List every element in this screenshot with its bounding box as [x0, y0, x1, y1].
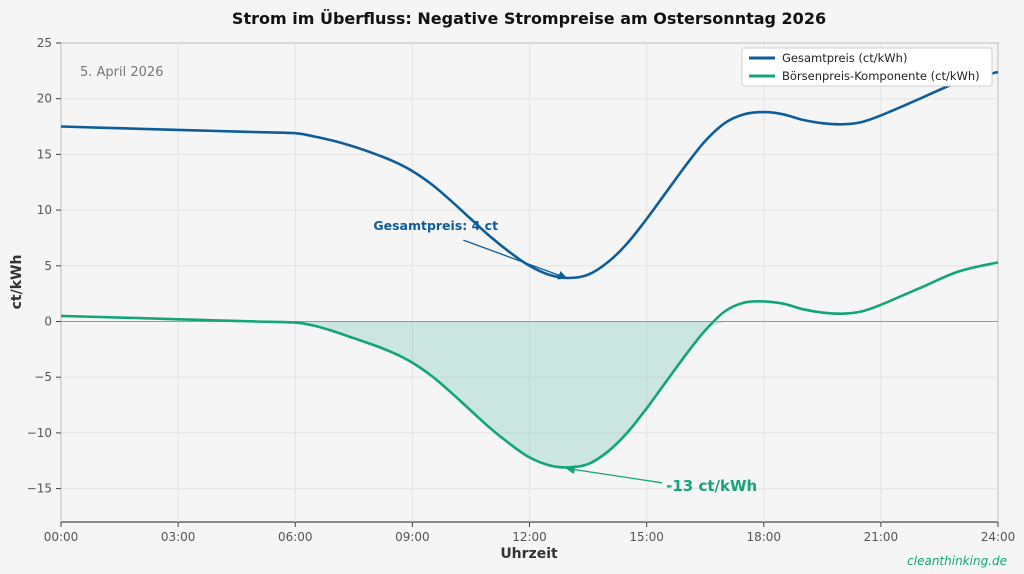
- y-tick-label: −10: [27, 426, 52, 440]
- y-tick-label: 15: [37, 147, 52, 161]
- x-tick-label: 15:00: [629, 530, 664, 544]
- watermark-text: cleanthinking.de: [907, 554, 1007, 568]
- x-tick-label: 09:00: [395, 530, 430, 544]
- x-axis-title: Uhrzeit: [500, 546, 558, 562]
- x-tick-label: 18:00: [746, 530, 781, 544]
- annotation-label: -13 ct/kWh: [666, 477, 757, 495]
- x-axis: 00:00 03:00 06:00 09:00 12:00 15:00 18:00 21:00…: [44, 522, 1016, 544]
- annotations: Gesamtpreis: 4 ct -13 ct/kWh: [373, 218, 757, 495]
- negative-price-area: [256, 321, 725, 468]
- x-tick-label: 06:00: [278, 530, 313, 544]
- x-tick-label: 00:00: [44, 530, 79, 544]
- x-tick-label: 12:00: [512, 530, 547, 544]
- date-subtitle: 5. April 2026: [80, 65, 163, 80]
- legend: Gesamtpreis (ct/kWh) Börsenpreis-Kompone…: [741, 47, 993, 87]
- y-tick-label: −5: [34, 370, 52, 384]
- y-tick-label: 0: [44, 314, 52, 328]
- chart-title: Strom im Überfluss: Negative Strompreise…: [232, 9, 826, 28]
- x-tick-label: 21:00: [864, 530, 899, 544]
- y-tick-label: 25: [37, 36, 52, 50]
- series-boersenpreis-line: [60, 261, 999, 469]
- x-tick-label: 24:00: [981, 530, 1016, 544]
- legend-box: [741, 47, 993, 87]
- y-axis: −15 −10 −5 0 5 10 15 20 25: [27, 36, 61, 496]
- annotation-arrow: [565, 465, 663, 484]
- x-tick-label: 03:00: [161, 530, 196, 544]
- annotation-label: Gesamtpreis: 4 ct: [373, 218, 498, 233]
- y-tick-label: 5: [44, 259, 52, 273]
- y-tick-label: −15: [27, 482, 52, 496]
- legend-label-gesamtpreis: Gesamtpreis (ct/kWh): [782, 51, 907, 65]
- y-axis-title: ct/kWh: [9, 255, 25, 310]
- y-tick-label: 10: [37, 203, 52, 217]
- annotation-arrow: [463, 239, 568, 280]
- y-tick-label: 20: [37, 92, 52, 106]
- legend-label-boersenpreis: Börsenpreis-Komponente (ct/kWh): [782, 69, 980, 83]
